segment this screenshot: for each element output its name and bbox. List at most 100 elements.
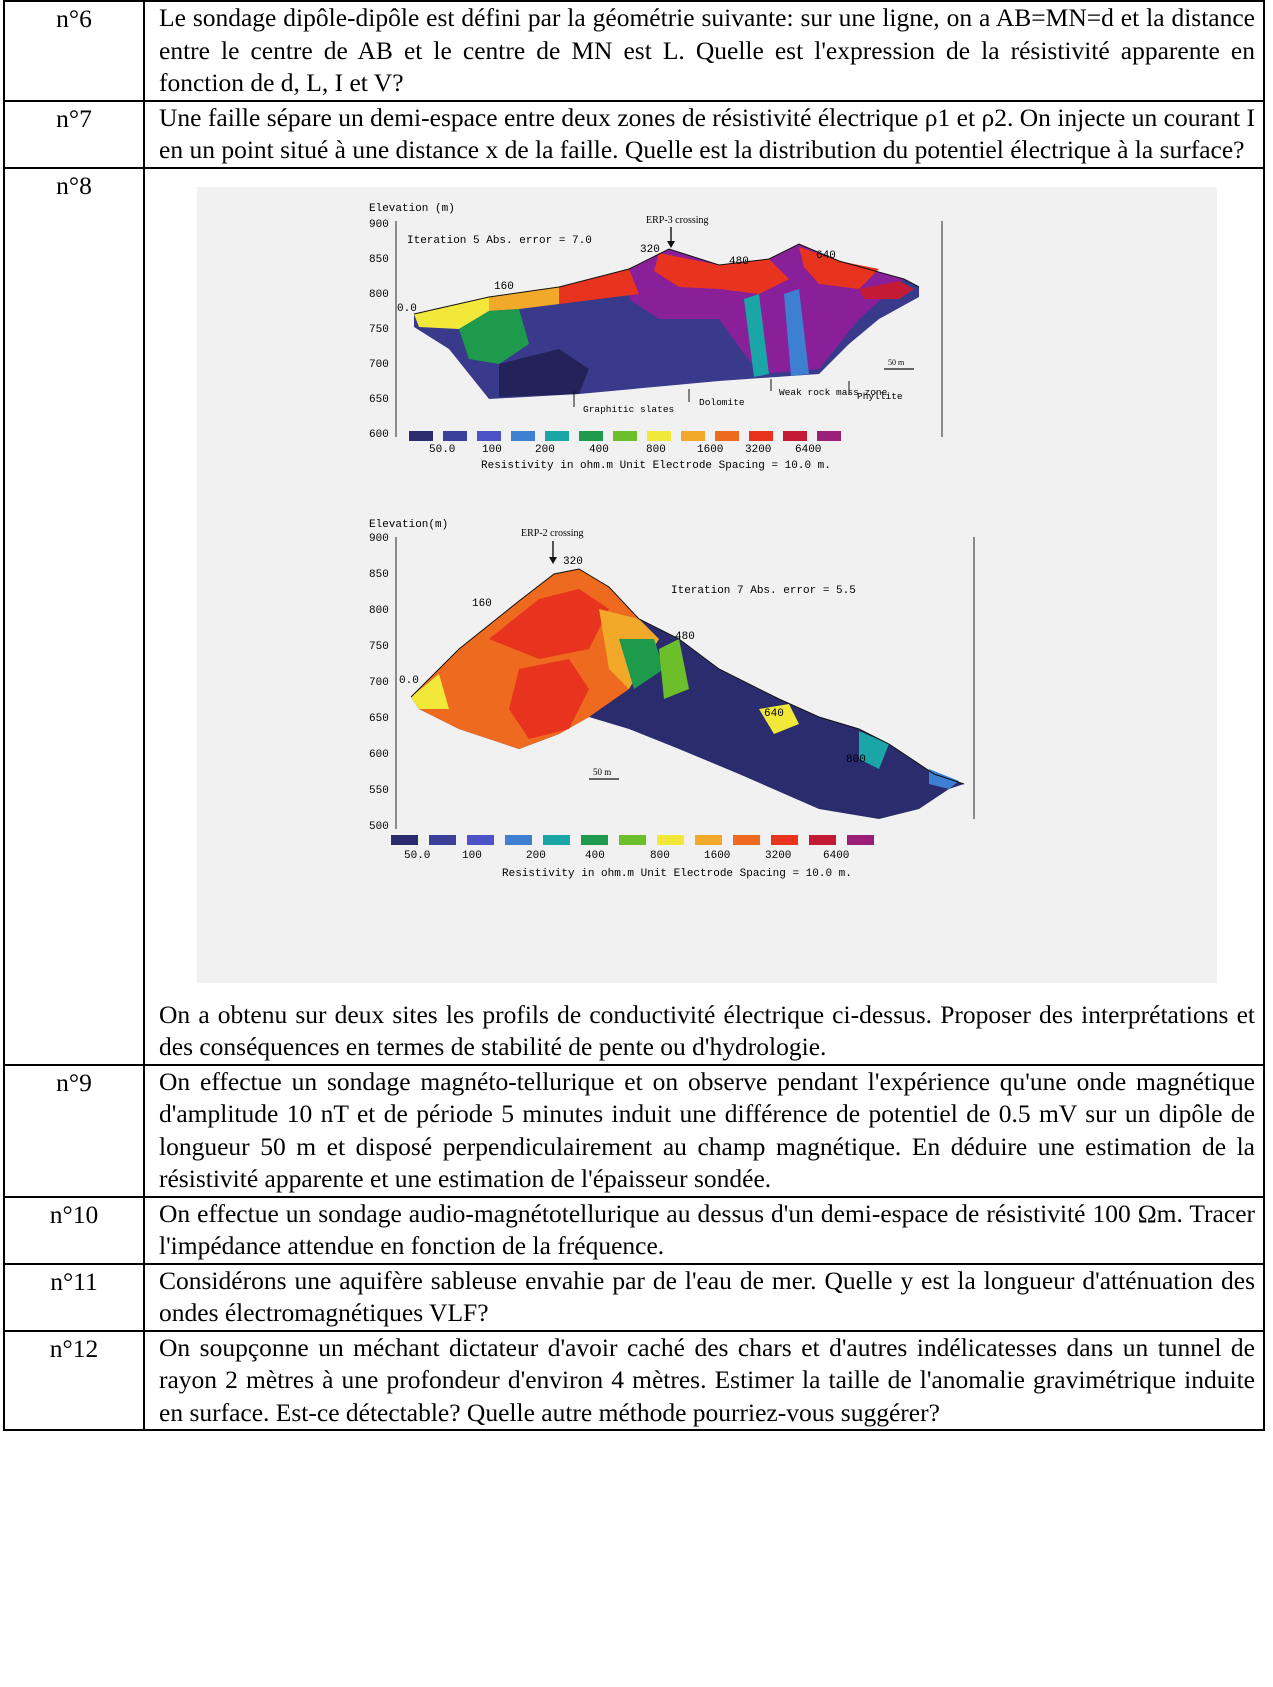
legend-swatch bbox=[681, 430, 705, 441]
question-number: n°10 bbox=[3, 1195, 145, 1265]
legend-swatch bbox=[545, 430, 569, 441]
ytick: 850 bbox=[369, 254, 389, 266]
legend-swatch bbox=[409, 430, 433, 441]
legend-value: 400 bbox=[589, 444, 609, 456]
question-row-10: n°10 On effectue un sondage audio-magnét… bbox=[3, 1195, 1265, 1265]
distance-label: 320 bbox=[563, 556, 583, 568]
legend-swatch bbox=[771, 834, 798, 845]
legend-swatch bbox=[429, 834, 456, 845]
annotation-phyllite: Phyllite bbox=[857, 391, 903, 402]
legend-swatch bbox=[443, 430, 467, 441]
profile2-iteration-label: Iteration 7 Abs. error = 5.5 bbox=[671, 585, 856, 597]
legend-value: 1600 bbox=[704, 850, 730, 862]
ytick: 700 bbox=[369, 677, 389, 689]
resistivity-figure: Elevation (m) 900 850 800 750 700 650 60… bbox=[159, 169, 1255, 999]
question-number: n°8 bbox=[3, 166, 145, 1066]
question-text: Une faille sépare un demi-espace entre d… bbox=[143, 99, 1265, 169]
distance-label: 160 bbox=[472, 598, 492, 610]
legend-swatch bbox=[579, 430, 603, 441]
profile1-scale-bar: 50 m bbox=[888, 358, 905, 367]
question-row-7: n°7 Une faille sépare un demi-espace ent… bbox=[3, 99, 1265, 169]
legend-value: 100 bbox=[482, 444, 502, 456]
legend-swatch bbox=[613, 430, 637, 441]
question-row-8: n°8 Elevation (m) 900 850 800 750 700 6 bbox=[3, 166, 1265, 1066]
ytick: 750 bbox=[369, 641, 389, 653]
profile1-crossing-label: ERP-3 crossing bbox=[646, 215, 709, 226]
question-number: n°12 bbox=[3, 1329, 145, 1431]
question-number: n°9 bbox=[3, 1063, 145, 1198]
legend-value: 200 bbox=[526, 850, 546, 862]
question-number: n°6 bbox=[3, 0, 145, 102]
legend-swatch bbox=[581, 834, 608, 845]
legend-swatch bbox=[749, 430, 773, 441]
legend-swatch bbox=[477, 430, 501, 441]
question-number: n°7 bbox=[3, 99, 145, 169]
legend-swatch bbox=[511, 430, 535, 441]
legend-swatch bbox=[783, 430, 807, 441]
ytick: 500 bbox=[369, 821, 389, 833]
legend-swatch bbox=[543, 834, 570, 845]
legend-value: 6400 bbox=[823, 850, 849, 862]
question-row-6: n°6 Le sondage dipôle-dipôle est défini … bbox=[3, 0, 1265, 102]
distance-label: 320 bbox=[640, 244, 660, 256]
distance-label: 480 bbox=[675, 631, 695, 643]
annotation-weak-rock: Weak rock mass zone bbox=[779, 387, 888, 398]
legend-swatch bbox=[467, 834, 494, 845]
profile1-yticks: 900 850 800 750 700 650 600 bbox=[369, 219, 389, 441]
profile1-axis-title: Elevation (m) bbox=[369, 203, 455, 215]
question-text: On effectue un sondage magnéto-telluriqu… bbox=[143, 1063, 1265, 1198]
ytick: 900 bbox=[369, 219, 389, 231]
distance-label: 800 bbox=[846, 754, 866, 766]
legend-value: 1600 bbox=[697, 444, 723, 456]
legend-swatch bbox=[715, 430, 739, 441]
distance-label: 0.0 bbox=[397, 303, 417, 315]
legend-value: 50.0 bbox=[429, 444, 455, 456]
legend-swatch bbox=[733, 834, 760, 845]
distance-label: 480 bbox=[729, 256, 749, 268]
legend-value: 800 bbox=[650, 850, 670, 862]
legend-swatch bbox=[657, 834, 684, 845]
profile2-distance-labels: 0.0 160 320 480 640 800 bbox=[399, 556, 866, 766]
ytick: 750 bbox=[369, 324, 389, 336]
legend-value: 100 bbox=[462, 850, 482, 862]
question-text: On a obtenu sur deux sites les profils d… bbox=[159, 999, 1255, 1062]
profile-1: Elevation (m) 900 850 800 750 700 650 60… bbox=[369, 203, 943, 472]
question-row-12: n°12 On soupçonne un méchant dictateur d… bbox=[3, 1329, 1265, 1431]
distance-label: 160 bbox=[494, 281, 514, 293]
ytick: 650 bbox=[369, 713, 389, 725]
question-text: Le sondage dipôle-dipôle est défini par … bbox=[143, 0, 1265, 102]
exercise-table: n°6 Le sondage dipôle-dipôle est défini … bbox=[3, 0, 1265, 1431]
legend-value: 3200 bbox=[745, 444, 771, 456]
profile1-annotations: Graphitic slates Dolomite Weak rock mass… bbox=[573, 378, 903, 415]
question-text: On soupçonne un méchant dictateur d'avoi… bbox=[143, 1329, 1265, 1431]
profile-2: Elevation(m) 900 850 800 750 700 650 600… bbox=[369, 519, 975, 880]
ytick: 800 bbox=[369, 605, 389, 617]
ytick: 850 bbox=[369, 569, 389, 581]
profile2-legend: 50.0 100 200 400 800 1600 3200 6400 Resi… bbox=[391, 834, 874, 880]
legend-swatch bbox=[505, 834, 532, 845]
legend-swatch bbox=[647, 430, 671, 441]
ytick: 550 bbox=[369, 785, 389, 797]
ytick: 900 bbox=[369, 533, 389, 545]
legend-value: 3200 bbox=[765, 850, 791, 862]
profile2-yticks: 900 850 800 750 700 650 600 550 500 bbox=[369, 533, 389, 833]
legend-value: 400 bbox=[585, 850, 605, 862]
resistivity-profiles-svg: Elevation (m) 900 850 800 750 700 650 60… bbox=[369, 203, 975, 880]
profile2-scale-bar: 50 m bbox=[593, 767, 611, 777]
profile2-crossing-label: ERP-2 crossing bbox=[521, 528, 584, 539]
legend-value: 6400 bbox=[795, 444, 821, 456]
distance-label: 640 bbox=[764, 708, 784, 720]
legend-swatch bbox=[809, 834, 836, 845]
annotation-dolomite: Dolomite bbox=[699, 397, 745, 408]
legend-value: 200 bbox=[535, 444, 555, 456]
ytick: 700 bbox=[369, 359, 389, 371]
profile2-axis-title: Elevation(m) bbox=[369, 519, 448, 531]
question-row-11: n°11 Considérons une aquifère sableuse e… bbox=[3, 1262, 1265, 1332]
ytick: 650 bbox=[369, 394, 389, 406]
legend-caption: Resistivity in ohm.m Unit Electrode Spac… bbox=[481, 460, 831, 472]
profile1-legend: 50.0 100 200 400 800 1600 3200 6400 Resi… bbox=[409, 430, 841, 472]
ytick: 800 bbox=[369, 289, 389, 301]
legend-caption: Resistivity in ohm.m Unit Electrode Spac… bbox=[502, 868, 852, 880]
question-row-9: n°9 On effectue un sondage magnéto-tellu… bbox=[3, 1063, 1265, 1198]
annotation-graphitic-slates: Graphitic slates bbox=[583, 404, 674, 415]
